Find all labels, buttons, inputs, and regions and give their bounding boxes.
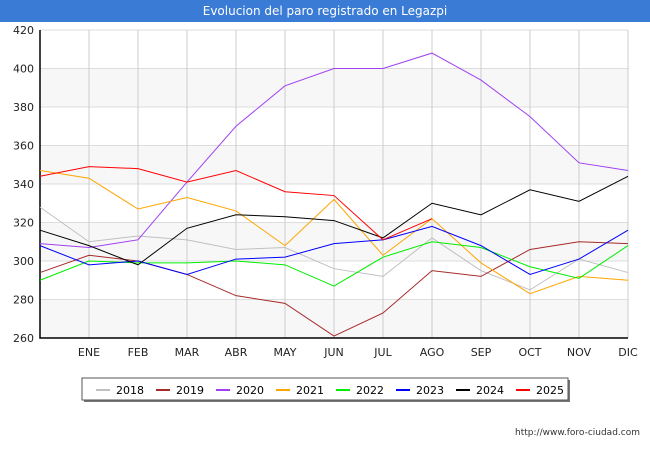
legend-label-2022: 2022 [356, 384, 384, 397]
legend-label-2023: 2023 [416, 384, 444, 397]
x-tick-label: OCT [518, 346, 541, 359]
x-tick-label: DIC [618, 346, 638, 359]
x-tick-label: AGO [420, 346, 445, 359]
x-tick-label: SEP [471, 346, 492, 359]
series-line-2025 [39, 166, 433, 241]
x-tick-label: ENE [78, 346, 100, 359]
legend-label-2020: 2020 [236, 384, 264, 397]
x-tick-label: JUN [323, 346, 344, 359]
legend-label-2024: 2024 [476, 384, 504, 397]
x-tick-label: JUL [373, 346, 392, 359]
x-tick-label: FEB [128, 346, 149, 359]
series-line-2022 [39, 241, 629, 287]
y-tick-label: 280 [13, 294, 34, 307]
legend-label-2021: 2021 [296, 384, 324, 397]
series-line-2023 [39, 225, 629, 276]
x-tick-label: MAY [274, 346, 297, 359]
legend-label-2018: 2018 [116, 384, 144, 397]
y-tick-label: 300 [13, 255, 34, 268]
series-line-2018 [39, 206, 629, 291]
x-tick-label: MAR [175, 346, 200, 359]
legend-label-2025: 2025 [536, 384, 564, 397]
y-tick-label: 260 [13, 332, 34, 345]
y-tick-label: 360 [13, 140, 34, 153]
x-tick-label: ABR [225, 346, 248, 359]
legend-label-2019: 2019 [176, 384, 204, 397]
y-tick-label: 420 [13, 24, 34, 37]
series-line-2020 [39, 52, 629, 249]
y-tick-label: 400 [13, 63, 34, 76]
source-url: http://www.foro-ciudad.com [515, 428, 640, 438]
y-tick-label: 340 [13, 178, 34, 191]
series-line-2021 [39, 170, 629, 295]
legend-box [81, 377, 569, 401]
x-tick-label: NOV [567, 346, 592, 359]
series-line-2024 [39, 175, 629, 266]
axis [39, 30, 628, 339]
y-tick-label: 380 [13, 101, 34, 114]
y-tick-label: 320 [13, 217, 34, 230]
chart-title: Evolucion del paro registrado en Legazpi [0, 0, 650, 22]
